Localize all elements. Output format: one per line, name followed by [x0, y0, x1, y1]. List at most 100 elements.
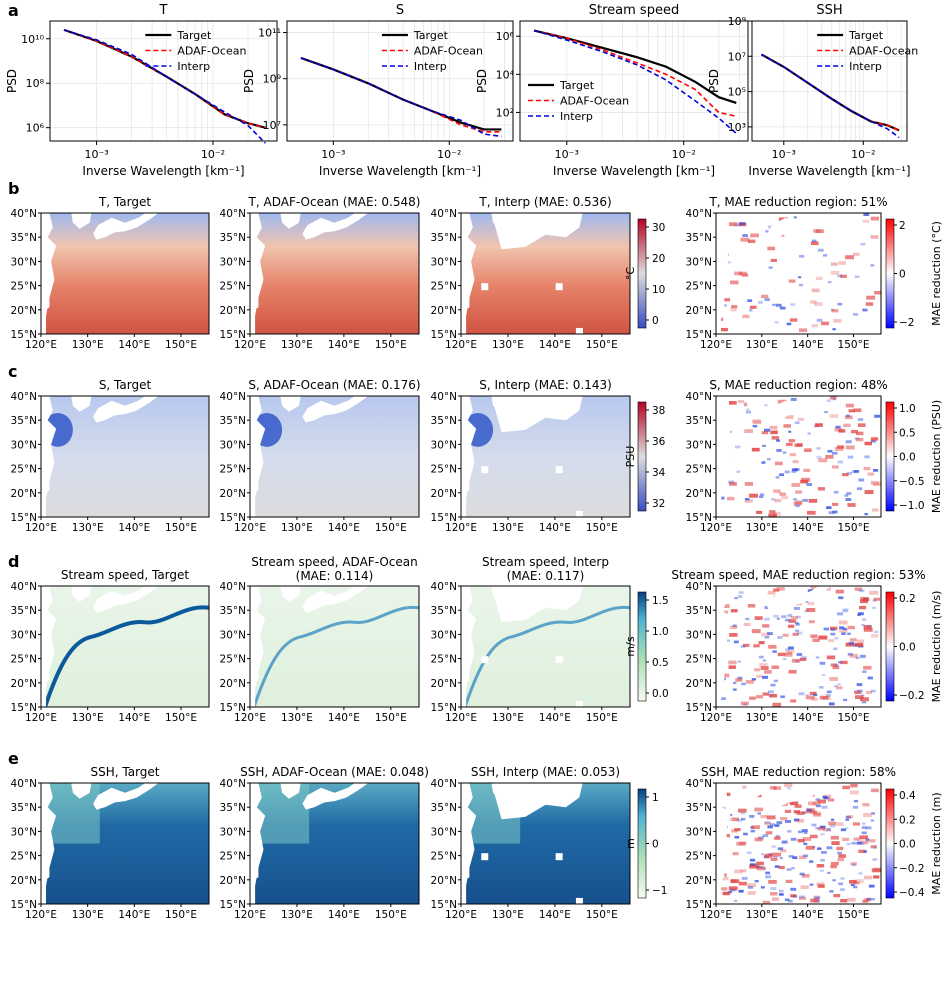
diff-blob — [757, 301, 764, 304]
diff-blob — [831, 465, 839, 469]
diff-blob — [783, 424, 791, 428]
diff-blob — [865, 826, 872, 830]
diff-blob — [821, 321, 829, 326]
colorbar-tick-label: −0.5 — [899, 476, 925, 488]
diff-blob — [830, 835, 839, 840]
diff-blob — [769, 430, 778, 435]
diff-blob — [857, 612, 864, 616]
diff-blob — [776, 586, 785, 591]
diff-blob — [872, 858, 878, 861]
psd-ytick-label: 10⁵ — [728, 86, 746, 99]
psd-xtick-label: 10⁻³ — [555, 148, 579, 161]
diff-blob — [740, 237, 750, 242]
lon-label: 140°E — [328, 522, 360, 534]
diff-blob — [853, 408, 862, 413]
diff-blob — [782, 657, 787, 661]
lat-label: 20°N — [220, 678, 246, 690]
lon-label: 140°E — [792, 712, 824, 724]
lat-label: 25°N — [11, 281, 37, 293]
map-title: S, Target — [99, 378, 152, 392]
missing-data-gap — [555, 283, 563, 291]
diff-blob — [833, 491, 839, 494]
diff-blob — [811, 239, 817, 243]
colorbar-main — [637, 218, 647, 329]
lat-label: 25°N — [11, 851, 37, 863]
diff-blob — [761, 853, 765, 856]
diff-blob — [764, 821, 771, 824]
diff-blob — [791, 470, 797, 473]
diff-blob — [790, 303, 796, 306]
diff-blob — [870, 480, 880, 485]
diff-blob — [833, 685, 838, 688]
lon-label: 140°E — [328, 339, 360, 351]
diff-blob — [864, 513, 868, 516]
diff-blob — [873, 469, 879, 472]
diff-blob — [838, 661, 842, 664]
lat-label: 20°N — [431, 678, 457, 690]
diff-blob — [856, 841, 862, 845]
diff-blob — [852, 822, 861, 826]
diff-blob — [855, 695, 864, 700]
diff-blob — [840, 660, 848, 665]
lon-label: 130°E — [492, 909, 524, 921]
diff-blob — [858, 849, 866, 854]
lon-label: 150°E — [838, 712, 870, 724]
diff-blob — [795, 623, 800, 626]
diff-blob — [776, 821, 783, 825]
diff-blob — [827, 449, 833, 453]
diff-blob — [794, 621, 799, 624]
diff-blob — [762, 624, 770, 628]
diff-blob — [781, 803, 788, 807]
diff-blob — [761, 294, 769, 299]
diff-blob — [785, 819, 792, 823]
diff-blob — [797, 838, 805, 843]
diff-blob — [806, 808, 812, 812]
diff-blob — [792, 856, 798, 860]
diff-blob — [819, 686, 824, 689]
lat-label: 40°N — [686, 581, 712, 593]
diff-blob — [749, 864, 758, 869]
diff-blob — [762, 659, 766, 662]
psd-line-interp — [533, 29, 737, 134]
diff-blob — [810, 586, 818, 590]
diff-blob — [861, 822, 866, 825]
lat-label: 15°N — [686, 512, 712, 524]
diff-blob — [754, 807, 763, 812]
diff-blob — [815, 827, 819, 830]
colorbar-main — [637, 401, 647, 512]
diff-blob — [754, 616, 763, 620]
diff-blob — [773, 588, 780, 592]
diff-blob — [862, 803, 870, 807]
diff-blob — [842, 609, 848, 613]
psd-axes-frame — [751, 20, 908, 142]
lon-label: 150°E — [838, 522, 870, 534]
diff-blob — [859, 605, 867, 610]
colorbar-tick-label: 1.0 — [652, 626, 669, 638]
missing-data-mask — [491, 783, 583, 820]
diff-blob — [847, 652, 854, 656]
psd-plot-1 — [283, 20, 514, 145]
diff-blob — [863, 625, 872, 629]
diff-blob — [728, 401, 737, 405]
psd-ylabel: PSD — [707, 69, 721, 93]
diff-blob — [845, 827, 849, 830]
diff-blob — [766, 458, 771, 461]
diff-blob — [758, 641, 765, 645]
missing-data-gap — [481, 283, 489, 291]
diff-blob — [770, 892, 778, 896]
lat-label: 35°N — [220, 415, 246, 427]
diff-blob — [861, 831, 867, 835]
diff-blob — [759, 663, 768, 667]
diff-blob — [862, 219, 869, 223]
diff-blob — [784, 653, 793, 657]
psd-ytick-label: 10¹⁰ — [21, 33, 44, 46]
diff-blob — [788, 619, 796, 623]
diff-blob — [829, 824, 836, 828]
diff-blob — [747, 891, 756, 895]
diff-blob — [762, 692, 769, 696]
diff-blob — [773, 855, 778, 859]
diff-blob — [756, 866, 766, 871]
diff-blob — [720, 327, 728, 332]
diff-blob — [839, 628, 848, 633]
diff-blob — [780, 695, 785, 699]
